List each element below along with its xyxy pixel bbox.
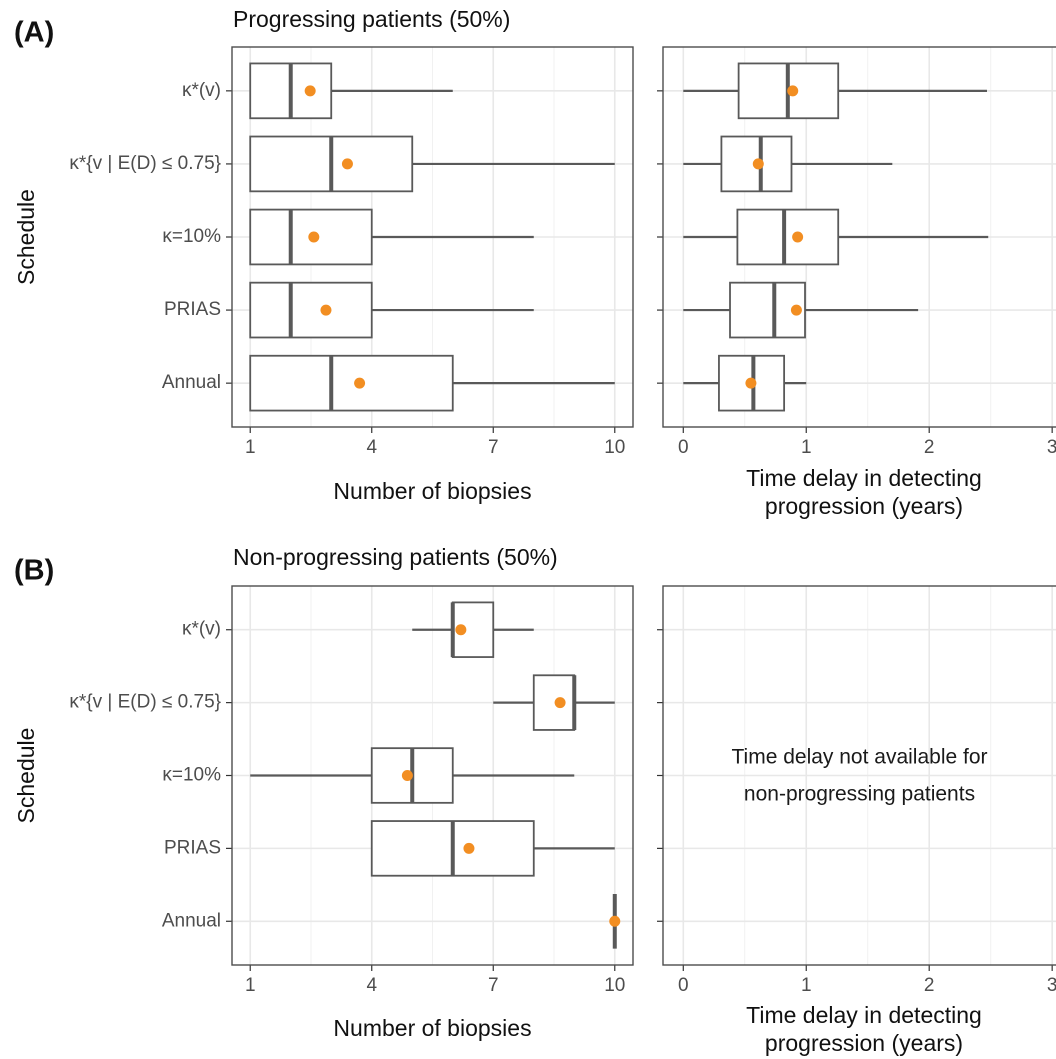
panel-border: [231, 585, 634, 966]
panel-border: [662, 46, 1056, 428]
x-tick-label: 0: [678, 975, 689, 996]
x-tick-label: 4: [366, 437, 377, 458]
x-tick-label: 1: [245, 975, 256, 996]
panel-title: Progressing patients (50%): [233, 6, 510, 32]
x-tick-label: 3: [1047, 975, 1056, 996]
mean-point: [320, 304, 332, 316]
x-axis-title: Time delay in detecting: [746, 465, 982, 491]
y-tick-label: κ=10%: [162, 226, 221, 247]
x-tick-label: 4: [366, 975, 377, 996]
panel: 0 1 2 3 Time delay not available for non-prog…: [657, 585, 1056, 1056]
mean-point: [752, 158, 764, 170]
mean-point: [463, 842, 475, 854]
mean-point: [745, 377, 757, 389]
x-tick-label: 1: [245, 437, 256, 458]
x-axis-title: progression (years): [765, 493, 963, 519]
mean-point: [787, 85, 799, 97]
panel-border: [231, 46, 634, 428]
x-axis-title: Number of biopsies: [333, 1015, 531, 1041]
box: [532, 674, 576, 731]
annotation-line: non-progressing patients: [744, 782, 975, 805]
mean-point: [790, 304, 802, 316]
mean-point: [308, 231, 320, 243]
x-tick-label: 10: [604, 437, 625, 458]
y-tick-label: Annual: [162, 910, 221, 931]
y-axis-title: Schedule: [13, 189, 39, 285]
y-tick-label: κ=10%: [162, 765, 221, 786]
box: [736, 208, 840, 266]
panel-title: Non-progressing patients (50%): [233, 544, 558, 570]
mean-point: [455, 624, 467, 636]
x-tick-label: 7: [488, 437, 499, 458]
box: [249, 354, 454, 412]
mean-point: [401, 770, 413, 781]
x-tick-label: 7: [488, 975, 499, 996]
panel: 1 4 7 10 κ*(v) κ*{v | E(D) ≤ 0.75} κ=10% PRIAS A…: [13, 6, 634, 504]
mean-point: [792, 231, 804, 243]
x-axis-title: Number of biopsies: [333, 478, 531, 504]
y-tick-label: κ*(v): [182, 619, 221, 640]
panel: 1 4 7 10 κ*(v) κ*{v | E(D) ≤ 0.75} κ=10% PRIAS A…: [13, 544, 634, 1041]
panel-label: (B): [14, 555, 54, 587]
annotation-line: Time delay not available for: [731, 745, 987, 768]
box: [249, 281, 373, 339]
y-tick-label: κ*{v | E(D) ≤ 0.75}: [69, 692, 221, 713]
mean-point: [304, 85, 316, 97]
mean-point: [341, 158, 353, 170]
y-tick-label: Annual: [162, 372, 221, 393]
panel-label: (A): [14, 17, 54, 49]
x-tick-label: 2: [924, 975, 935, 996]
mean-point: [354, 377, 366, 389]
x-tick-label: 0: [678, 437, 689, 458]
y-tick-label: κ*{v | E(D) ≤ 0.75}: [69, 153, 221, 174]
x-axis-title: progression (years): [765, 1030, 963, 1056]
x-tick-label: 1: [801, 975, 812, 996]
x-axis-title: Time delay in detecting: [746, 1002, 982, 1028]
panel-border: [662, 585, 1056, 966]
y-tick-label: PRIAS: [164, 837, 221, 858]
y-axis-title: Schedule: [13, 728, 39, 824]
y-tick-label: PRIAS: [164, 299, 221, 320]
x-tick-label: 2: [924, 437, 935, 458]
mean-point: [609, 915, 621, 927]
annotation: Time delay not available for non-progress…: [731, 745, 987, 805]
mean-point: [554, 697, 566, 709]
x-tick-label: 3: [1047, 437, 1056, 458]
x-tick-label: 1: [801, 437, 812, 458]
y-tick-label: κ*(v): [182, 80, 221, 101]
x-tick-label: 10: [604, 975, 625, 996]
